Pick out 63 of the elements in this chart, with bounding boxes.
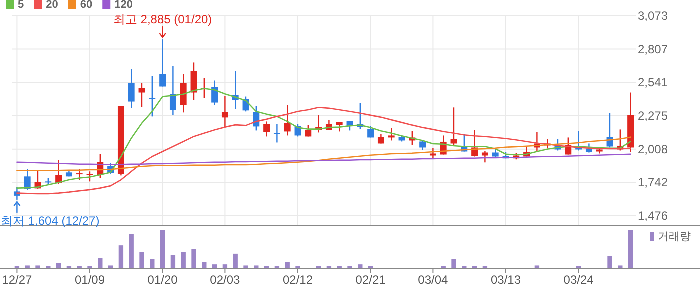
y-tick-label: 2,008 [638, 142, 668, 156]
candlestick [180, 74, 187, 114]
candlestick [222, 95, 228, 128]
bar [150, 259, 155, 268]
bar [202, 262, 207, 268]
bar [129, 234, 134, 268]
candlestick [138, 82, 146, 108]
bar [181, 252, 186, 268]
bar [452, 259, 456, 268]
bar [170, 255, 176, 268]
candlestick [149, 76, 156, 118]
legend-label: 120 [114, 0, 133, 11]
candlestick [388, 127, 395, 142]
bar [56, 263, 62, 268]
legend-label: 60 [80, 0, 93, 11]
bar [160, 230, 166, 268]
candlestick [212, 80, 218, 106]
candlestick [76, 168, 83, 181]
candlestick [56, 159, 62, 185]
bar [233, 254, 238, 268]
candlestick [430, 148, 436, 160]
candlestick [336, 121, 343, 132]
candlestick [274, 123, 280, 144]
x-tick-label: 02/12 [282, 273, 314, 287]
y-tick-label: 1,476 [638, 208, 668, 223]
bar [140, 252, 144, 268]
candlestick [492, 148, 499, 159]
bar [358, 264, 363, 268]
x-tick-label: 03/24 [564, 273, 594, 287]
annotation: 최저 1,604 (12/27) [1, 214, 100, 228]
y-tick-label: 2,541 [638, 76, 668, 90]
candlestick [86, 171, 94, 182]
bar [285, 262, 290, 268]
x-tick-label: 01/09 [74, 273, 106, 287]
bar [608, 256, 612, 268]
candlestick [284, 104, 291, 136]
x-tick-label: 03/13 [490, 273, 522, 287]
candlestick [482, 150, 488, 164]
bar [212, 264, 218, 268]
candlestick [160, 38, 166, 88]
candlestick [264, 121, 270, 138]
x-tick-label: 12/27 [2, 273, 33, 287]
candlestick [128, 68, 135, 110]
candlestick [170, 65, 176, 116]
x-tick-label: 02/21 [356, 273, 386, 287]
legend-label: 거래량 [658, 231, 691, 243]
x-tick-label: 02/03 [210, 273, 241, 287]
candlestick [24, 168, 31, 191]
y-tick-label: 3,073 [638, 9, 668, 23]
x-tick-label: 01/20 [148, 273, 178, 287]
y-tick-label: 1,742 [638, 176, 668, 190]
annotation: 최고 2,885 (01/20) [113, 12, 212, 27]
y-tick-label: 2,807 [638, 42, 668, 56]
bar [222, 264, 228, 268]
x-tick-label: 03/04 [418, 273, 449, 287]
bar [628, 230, 634, 268]
y-tick-label: 2,275 [638, 108, 668, 123]
bar [192, 249, 196, 268]
legend-label: 20 [46, 0, 58, 11]
bar [98, 258, 103, 268]
legend-label: 5 [18, 0, 24, 11]
candlestick [450, 107, 458, 146]
bar [118, 246, 124, 268]
